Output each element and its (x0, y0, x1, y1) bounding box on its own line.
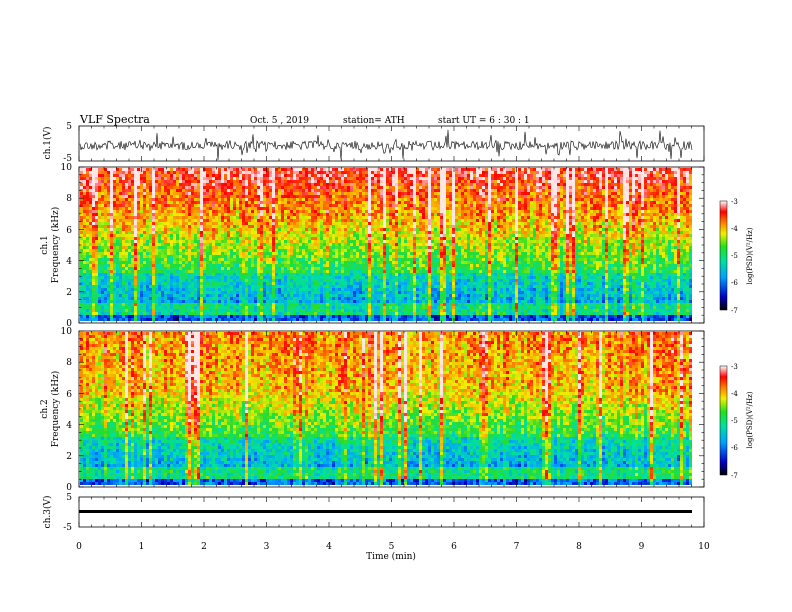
ch1-ftick-4: 4 (66, 257, 72, 267)
xtick-4: 4 (326, 542, 332, 552)
ch1-waveform-line (79, 129, 693, 161)
x-axis-label: Time (min) (366, 551, 416, 562)
ch1-waveform-frame (78, 125, 705, 162)
ch1-cb-tick-neg7: -7 (731, 307, 738, 315)
ch2-colorbar (719, 365, 728, 476)
ch1-cb-tick-neg4: -4 (731, 225, 738, 233)
xtick-9: 9 (639, 542, 645, 552)
ch1-ytick-5: 5 (66, 122, 72, 132)
ch2-ftick-0: 0 (66, 483, 72, 493)
ch1-colorbar (719, 200, 728, 311)
ch2-ftick-2: 2 (66, 452, 72, 462)
ch1-ftick-8: 8 (66, 194, 72, 204)
ch1-cb-tick-neg6: -6 (731, 279, 738, 287)
ch3-ytick-5: 5 (66, 493, 72, 503)
xtick-1: 1 (139, 542, 145, 552)
xtick-5: 5 (389, 542, 395, 552)
ch1-ftick-6: 6 (66, 226, 72, 236)
xtick-0: 0 (76, 542, 82, 552)
ch2-spectrogram (80, 332, 692, 485)
ch1-cb-tick-neg3: -3 (731, 198, 738, 206)
xtick-6: 6 (451, 542, 457, 552)
ch2-ftick-10: 10 (61, 327, 73, 337)
ch2-ftick-4: 4 (66, 421, 72, 431)
ch2-ftick-6: 6 (66, 390, 72, 400)
ch1-colorbar-label: log(PSD)(V²/Hz) (746, 227, 754, 284)
axis-ticks (78, 126, 705, 527)
ch1-ftick-2: 2 (66, 288, 72, 298)
ch2-cb-tick-neg6: -6 (731, 444, 738, 452)
ch3-waveform-ylabel: ch.3(V) (42, 496, 53, 529)
figure-title: VLF Spectra (79, 113, 150, 126)
ch1-spectrogram-channel-label: ch.1 (40, 235, 50, 254)
ch1-spectrogram (80, 168, 692, 321)
ch2-cb-tick-neg7: -7 (731, 472, 738, 480)
ch2-colorbar-label: log(PSD)(V²/Hz) (746, 391, 754, 448)
xtick-10: 10 (698, 542, 710, 552)
ch1-cb-tick-neg5: -5 (731, 252, 738, 260)
xtick-3: 3 (264, 542, 270, 552)
date-label: Oct. 5 , 2019 (250, 116, 309, 126)
ch1-ytick-neg5: -5 (63, 154, 72, 164)
ch1-spectrogram-ylabel: Frequency (kHz) (50, 207, 61, 284)
xtick-2: 2 (201, 542, 207, 552)
ch2-spectrogram-channel-label: ch.2 (40, 399, 50, 418)
ch1-ftick-10: 10 (61, 163, 73, 173)
ch2-cb-tick-neg5: -5 (731, 417, 738, 425)
ch2-cb-tick-neg4: -4 (731, 390, 738, 398)
ch3-ytick-neg5: -5 (63, 523, 72, 533)
ch2-ftick-8: 8 (66, 358, 72, 368)
xtick-8: 8 (576, 542, 582, 552)
xtick-7: 7 (514, 542, 520, 552)
station-label: station= ATH (343, 116, 405, 126)
ch2-spectrogram-ylabel: Frequency (kHz) (50, 371, 61, 448)
start-time-label: start UT = 6 : 30 : 1 (438, 116, 530, 126)
ch1-waveform-ylabel: ch.1(V) (42, 127, 53, 160)
ch2-cb-tick-neg3: -3 (731, 363, 738, 371)
ch1-ftick-0: 0 (66, 319, 72, 329)
